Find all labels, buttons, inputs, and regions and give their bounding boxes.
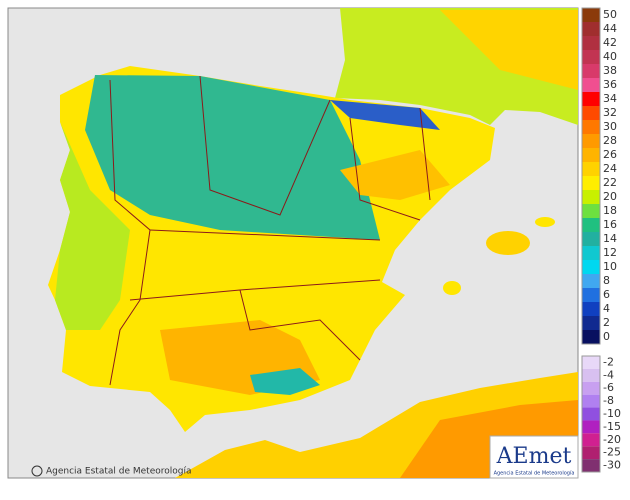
border [239, 289, 361, 361]
legend-swatch [582, 22, 600, 36]
borders [109, 75, 431, 386]
logo-name: AEmet [496, 444, 572, 469]
legend-swatch [582, 176, 600, 190]
legend-label: 30 [603, 120, 617, 133]
legend-label: 28 [603, 134, 617, 147]
legend-label: 36 [603, 78, 617, 91]
legend-label: 50 [603, 8, 617, 21]
legend-label: 2 [603, 316, 610, 329]
legend-label: 24 [603, 162, 617, 175]
legend-swatch [582, 218, 600, 232]
legend-swatch [582, 106, 600, 120]
legend-label: -6 [603, 381, 614, 394]
legend-label: 10 [603, 260, 617, 273]
legend-swatch [582, 232, 600, 246]
legend-swatch [582, 36, 600, 50]
legend-swatch [582, 204, 600, 218]
legend-label: 6 [603, 288, 610, 301]
legend-swatch [582, 356, 600, 369]
legend-label: 14 [603, 232, 617, 245]
legend-outline [581, 355, 601, 473]
sierra-nevada [250, 368, 320, 395]
legend-label: -2 [603, 355, 614, 368]
credit: Agencia Estatal de Meteorología [46, 467, 192, 477]
mallorca [486, 231, 530, 255]
ebro-warm [340, 150, 450, 200]
legend-swatch [582, 381, 600, 395]
legend-swatch [582, 260, 600, 274]
legend-label: -8 [603, 394, 614, 407]
france-warm [440, 10, 578, 90]
menorca [535, 217, 555, 227]
border [149, 229, 381, 241]
legend-label: -25 [603, 446, 621, 459]
border [109, 79, 151, 386]
border [349, 117, 421, 221]
legend-label: 40 [603, 50, 617, 63]
copyright-icon [31, 465, 43, 477]
legend-label: 18 [603, 204, 617, 217]
legend-label: 22 [603, 176, 617, 189]
legend-swatch [582, 407, 600, 421]
legend-swatch [582, 148, 600, 162]
legend-swatch [582, 120, 600, 134]
legend-swatch [582, 420, 600, 434]
legend-swatch [582, 288, 600, 302]
border [199, 75, 331, 216]
legend-swatch [582, 162, 600, 176]
legend-label: 38 [603, 64, 617, 77]
legend-label: 12 [603, 246, 617, 259]
west-green [55, 122, 130, 330]
legend-swatch [582, 394, 600, 408]
legend-label: 20 [603, 190, 617, 203]
legend-label: 32 [603, 106, 617, 119]
legend-swatch [582, 459, 600, 472]
legend-label: -4 [603, 368, 614, 381]
legend-label: -30 [603, 459, 621, 472]
legend-swatch [582, 433, 600, 447]
legend-label: 42 [603, 36, 617, 49]
legend-swatch [582, 316, 600, 330]
legend-swatch [582, 302, 600, 316]
legend-swatch [582, 50, 600, 64]
legend-label: 44 [603, 22, 617, 35]
pyrenees [330, 100, 440, 130]
ibiza [443, 281, 461, 295]
legend-swatch [582, 64, 600, 78]
logo-box [489, 435, 579, 479]
legend-label: 4 [603, 302, 610, 315]
legend-swatch [582, 446, 600, 460]
legend-label: -10 [603, 407, 621, 420]
legend-label: -15 [603, 420, 621, 433]
legend-label: 34 [603, 92, 617, 105]
legend-label: 26 [603, 148, 617, 161]
legend-swatch [582, 368, 600, 382]
legend-label: 16 [603, 218, 617, 231]
legend-swatch [582, 78, 600, 92]
border [419, 107, 431, 201]
legend-label: -20 [603, 433, 621, 446]
legend-swatch [582, 134, 600, 148]
legend-swatch [582, 190, 600, 204]
legend-swatch [582, 246, 600, 260]
logo-subtitle: Agencia Estatal de Meteorología [494, 470, 575, 477]
legend-swatch [582, 274, 600, 288]
legend: 5044424038363432302826242220181614121086… [581, 7, 621, 473]
north-cool [85, 75, 380, 240]
legend-label: 0 [603, 330, 610, 343]
legend-swatch [582, 8, 600, 22]
legend-outline [581, 7, 601, 345]
legend-swatch [582, 92, 600, 106]
legend-swatch [582, 330, 600, 344]
legend-label: 8 [603, 274, 610, 287]
